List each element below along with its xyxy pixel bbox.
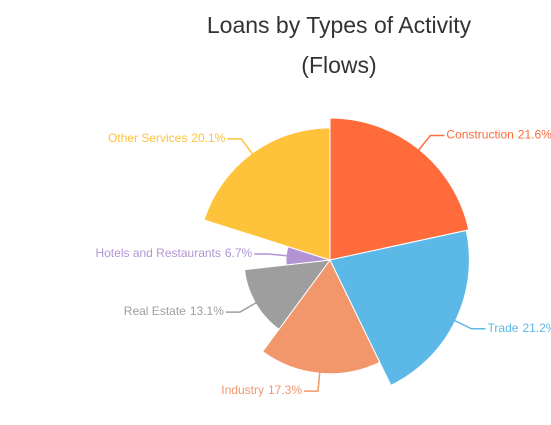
label-category: Trade [488, 321, 519, 335]
label-value: 20.1% [191, 131, 225, 145]
chart-title: Loans by Types of Activity [207, 12, 472, 38]
data-label: Hotels and Restaurants 6.7% [95, 246, 252, 260]
label-category: Industry [221, 383, 264, 397]
leader-line [453, 319, 486, 330]
pie-slice [203, 127, 331, 261]
label-value: 21.2% [522, 321, 551, 335]
leader-line [254, 253, 289, 257]
label-category: Other Services [108, 131, 187, 145]
label-value: 6.7% [225, 246, 253, 260]
leader-line [225, 301, 258, 313]
label-category: Real Estate [124, 304, 186, 318]
label-category: Hotels and Restaurants [95, 246, 220, 260]
label-category: Construction [446, 128, 513, 142]
leader-line [417, 134, 445, 152]
data-label: Real Estate 13.1% [124, 304, 224, 318]
data-label: Other Services 20.1% [108, 131, 226, 145]
label-value: 13.1% [190, 304, 224, 318]
chart-subtitle: (Flows) [301, 52, 376, 78]
label-value: 17.3% [268, 383, 302, 397]
label-value: 21.6% [518, 128, 551, 142]
leader-line [304, 371, 321, 392]
leader-line [227, 138, 254, 156]
data-label: Industry 17.3% [221, 383, 302, 397]
data-label: Construction 21.6% [446, 128, 551, 142]
